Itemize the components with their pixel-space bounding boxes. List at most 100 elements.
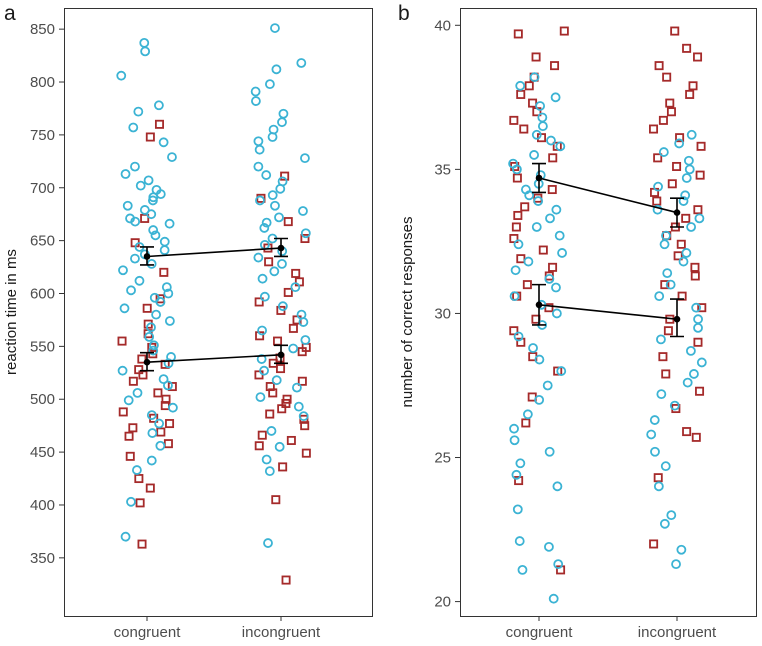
data-point-square bbox=[519, 124, 529, 134]
y-tick-label: 550 bbox=[30, 338, 55, 355]
data-point-circle bbox=[696, 357, 707, 368]
data-point-square bbox=[666, 107, 676, 117]
y-tick-label: 35 bbox=[434, 161, 451, 178]
data-point-circle bbox=[658, 147, 669, 157]
data-point-circle bbox=[150, 230, 161, 241]
data-point-circle bbox=[513, 239, 524, 250]
data-point-circle bbox=[265, 79, 275, 90]
data-point-circle bbox=[296, 58, 307, 68]
summary-a bbox=[140, 237, 288, 372]
data-point-circle bbox=[544, 273, 555, 284]
data-point-square bbox=[653, 473, 663, 483]
data-point-square bbox=[690, 262, 700, 272]
data-point-circle bbox=[545, 213, 555, 224]
data-point-circle bbox=[144, 331, 155, 342]
data-point-square bbox=[154, 119, 164, 129]
data-point-circle bbox=[259, 291, 270, 302]
data-point-circle bbox=[511, 469, 522, 480]
data-point-square bbox=[280, 171, 290, 181]
data-point-square bbox=[271, 495, 281, 505]
data-point-square bbox=[297, 376, 307, 386]
data-point-square bbox=[660, 280, 670, 290]
data-point-circle bbox=[662, 268, 673, 278]
data-point-circle bbox=[146, 455, 157, 466]
data-point-square bbox=[509, 234, 519, 244]
data-point-circle bbox=[164, 316, 175, 326]
data-point-circle bbox=[261, 454, 272, 465]
data-point-circle bbox=[271, 375, 282, 386]
data-point-circle bbox=[656, 389, 667, 400]
data-point-circle bbox=[681, 248, 692, 258]
data-point-circle bbox=[155, 440, 166, 451]
data-point-circle bbox=[509, 423, 519, 434]
data-point-square bbox=[509, 326, 519, 336]
y-tick-label: 25 bbox=[434, 450, 451, 467]
data-point-square bbox=[283, 217, 293, 227]
data-point-circle bbox=[656, 334, 666, 345]
data-point-circle bbox=[523, 256, 534, 267]
mean-point bbox=[277, 244, 285, 252]
data-point-square bbox=[134, 474, 144, 484]
data-point-circle bbox=[277, 258, 287, 269]
data-point-circle bbox=[556, 366, 567, 376]
data-point-square bbox=[273, 336, 283, 346]
data-point-circle bbox=[531, 222, 542, 232]
mean-point bbox=[277, 351, 285, 359]
data-point-circle bbox=[694, 213, 705, 224]
data-point-circle bbox=[159, 236, 170, 247]
data-point-circle bbox=[693, 314, 703, 325]
y-axis-label-b: number of correct responses bbox=[399, 217, 416, 408]
data-point-circle bbox=[551, 282, 561, 293]
data-point-square bbox=[156, 427, 166, 437]
data-point-circle bbox=[266, 426, 277, 436]
data-point-circle bbox=[671, 559, 681, 570]
summary-b bbox=[532, 162, 684, 338]
data-point-circle bbox=[537, 112, 548, 123]
data-point-circle bbox=[267, 132, 278, 142]
data-point-square bbox=[693, 337, 703, 347]
data-point-circle bbox=[128, 122, 139, 133]
data-point-square bbox=[165, 419, 175, 429]
data-point-square bbox=[695, 170, 705, 180]
data-point-circle bbox=[653, 181, 663, 192]
data-point-circle bbox=[123, 395, 134, 406]
data-point-circle bbox=[154, 418, 165, 429]
y-tick-label: 850 bbox=[30, 21, 55, 38]
data-point-circle bbox=[550, 92, 561, 103]
data-point-square bbox=[277, 404, 287, 414]
data-point-circle bbox=[544, 541, 554, 552]
panel-a: a reaction time in ms 350 400 450 500 550 600… bbox=[3, 2, 373, 641]
data-point-square bbox=[649, 124, 659, 134]
data-point-square bbox=[276, 364, 286, 374]
data-point-circle bbox=[683, 155, 694, 166]
data-point-square bbox=[548, 262, 558, 272]
data-point-circle bbox=[140, 46, 151, 57]
data-point-square bbox=[691, 432, 701, 442]
data-point-circle bbox=[649, 415, 660, 425]
data-point-square bbox=[665, 98, 675, 108]
data-point-square bbox=[511, 222, 521, 232]
data-point-circle bbox=[139, 37, 150, 48]
data-point-circle bbox=[271, 64, 282, 75]
data-point-circle bbox=[684, 164, 695, 175]
data-point-circle bbox=[676, 544, 687, 555]
mean-connector-line bbox=[146, 354, 282, 364]
data-point-circle bbox=[146, 410, 157, 420]
data-point-circle bbox=[130, 161, 140, 172]
data-point-circle bbox=[686, 129, 697, 140]
data-point-circle bbox=[689, 369, 699, 379]
data-point-circle bbox=[678, 196, 689, 206]
data-point-circle bbox=[274, 212, 284, 223]
data-point-circle bbox=[278, 108, 289, 119]
data-point-circle bbox=[250, 86, 261, 97]
data-point-circle bbox=[548, 593, 559, 604]
data-point-square bbox=[255, 331, 265, 341]
data-points-a bbox=[116, 23, 311, 585]
data-point-circle bbox=[167, 152, 177, 162]
data-point-square bbox=[128, 423, 138, 433]
data-point-circle bbox=[118, 265, 128, 276]
data-point-circle bbox=[259, 365, 269, 376]
data-point-circle bbox=[674, 138, 685, 149]
data-point-square bbox=[663, 326, 673, 336]
data-point-square bbox=[281, 575, 291, 585]
